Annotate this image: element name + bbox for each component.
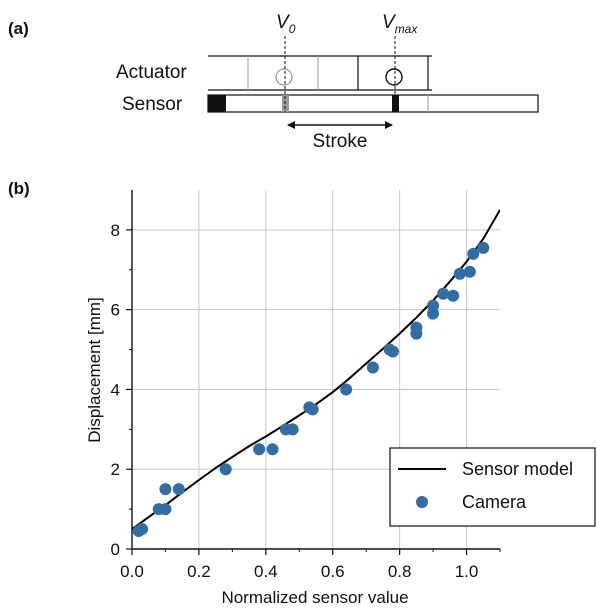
camera-point (386, 345, 399, 358)
x-tick-label: 1.0 (455, 562, 479, 581)
legend-label-camera: Camera (462, 492, 527, 512)
x-tick-label: 0.2 (187, 562, 211, 581)
actuator-label: Actuator (116, 62, 187, 83)
vmax-label: Vmax (382, 12, 418, 36)
panel-a-label: (a) (8, 19, 29, 38)
camera-point (453, 267, 466, 280)
legend-box (389, 447, 596, 527)
y-tick-label: 4 (111, 380, 120, 399)
sensor-label: Sensor (122, 94, 183, 115)
x-tick-label: 0.6 (321, 562, 345, 581)
y-tick-label: 2 (111, 460, 120, 479)
camera-point (340, 383, 353, 396)
camera-point (306, 403, 319, 416)
x-axis-title: Normalized sensor value (221, 588, 408, 607)
v0-label: V0 (276, 12, 296, 36)
x-tick-labels: 0.0 0.2 0.4 0.6 0.8 1.0 (120, 562, 478, 581)
panel-b-label: (b) (8, 179, 30, 198)
camera-point (159, 503, 172, 516)
camera-point (366, 361, 379, 374)
legend-label-sensor-model: Sensor model (462, 459, 573, 479)
actuator-marker-vmax (385, 68, 403, 86)
camera-point (136, 523, 149, 536)
y-axis-title: Displacement [mm] (85, 297, 104, 442)
y-tick-label: 0 (111, 540, 120, 559)
x-tick-label: 0.4 (254, 562, 278, 581)
camera-point (219, 463, 232, 476)
x-tick-label: 0.0 (120, 562, 144, 581)
camera-point (427, 299, 440, 312)
camera-point (447, 289, 460, 302)
series-camera (132, 241, 490, 538)
panel-a: (a) V0 Vmax Actuator Sensor (8, 12, 539, 152)
x-tick-label: 0.8 (388, 562, 412, 581)
stroke-label: Stroke (313, 131, 368, 152)
camera-point (172, 483, 185, 496)
camera-point (159, 483, 172, 496)
camera-point (467, 247, 480, 260)
camera-point (266, 443, 279, 456)
chart-axes (126, 190, 501, 555)
camera-point (463, 265, 476, 278)
actuator-body (208, 55, 432, 91)
camera-point (286, 423, 299, 436)
panel-b: (b) 0.0 0.2 0.4 0.6 0.8 1.0 0 2 4 6 8 Normalized … (8, 179, 596, 607)
actuator-marker-v0 (275, 68, 293, 86)
camera-point (253, 443, 266, 456)
sensor-strip (207, 94, 539, 113)
legend-point-swatch (416, 496, 428, 508)
camera-point (477, 241, 490, 254)
y-tick-label: 6 (111, 301, 120, 320)
chart-legend: Sensor model Camera (389, 447, 596, 527)
y-tick-labels: 0 2 4 6 8 (111, 221, 120, 559)
camera-point (437, 287, 450, 300)
y-tick-label: 8 (111, 221, 120, 240)
camera-point (410, 321, 423, 334)
